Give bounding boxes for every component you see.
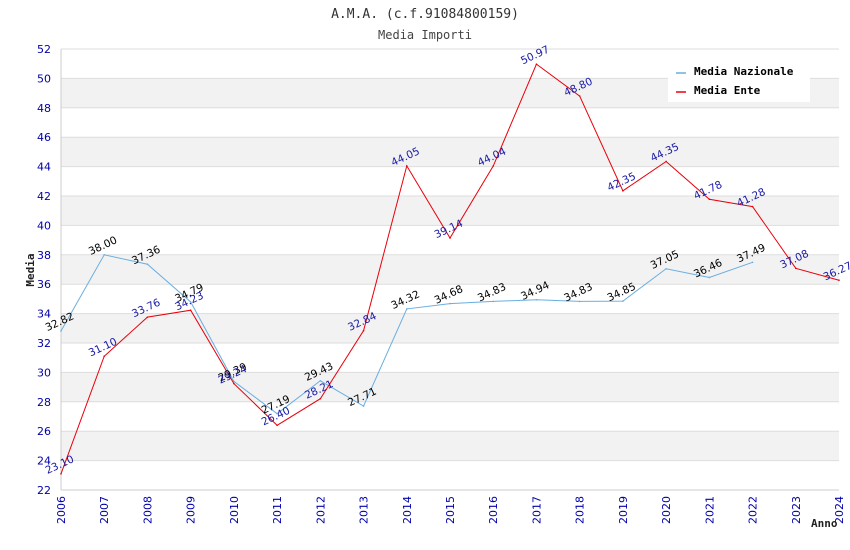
- grid-band: [61, 137, 839, 167]
- legend-label-media-nazionale: Media Nazionale: [694, 65, 794, 78]
- data-point-media-nazionale: [233, 380, 235, 383]
- data-point-media-nazionale: [665, 267, 667, 270]
- data-point-media-ente: [708, 198, 711, 201]
- data-point-media-ente: [578, 95, 581, 97]
- grid-band: [61, 196, 839, 226]
- data-point-media-nazionale: [319, 379, 322, 382]
- data-label-media-ente: 42.35: [605, 170, 637, 194]
- y-tick-label: 38: [37, 249, 51, 262]
- x-tick-label: 2013: [358, 496, 371, 524]
- series-lines: [60, 63, 840, 475]
- x-tick-label: 2018: [574, 496, 587, 524]
- y-tick-label: 36: [37, 278, 51, 291]
- data-point-media-ente: [535, 63, 538, 65]
- x-tick-label: 2012: [314, 496, 327, 524]
- data-point-media-ente: [103, 355, 106, 358]
- data-point-media-ente: [838, 279, 840, 282]
- x-tick-label: 2020: [660, 496, 673, 524]
- data-point-media-nazionale: [362, 405, 365, 407]
- x-tick-label: 2011: [271, 496, 284, 524]
- y-tick-label: 24: [37, 455, 51, 468]
- x-tick-label: 2021: [703, 496, 716, 524]
- data-point-media-ente: [751, 205, 754, 208]
- data-point-media-ente: [405, 165, 408, 167]
- data-point-media-ente: [276, 424, 278, 427]
- data-point-media-nazionale: [751, 261, 754, 264]
- x-tick-label: 2010: [228, 496, 241, 524]
- y-axis-ticks: 22 24 26 28 30 32 34 36 38 40 42 44 46 48 50 52: [37, 43, 51, 497]
- grid-band: [61, 254, 839, 285]
- data-point-media-nazionale: [405, 308, 408, 310]
- x-axis-label: Anno: [811, 517, 838, 530]
- y-tick-label: 28: [37, 396, 51, 409]
- data-point-media-ente: [233, 382, 235, 385]
- legend: Media Nazionale Media Ente: [668, 62, 810, 102]
- data-point-media-nazionale: [146, 263, 149, 266]
- y-tick-label: 22: [37, 484, 51, 497]
- grid-band: [61, 372, 839, 402]
- x-tick-label: 2006: [55, 496, 68, 524]
- y-tick-label: 44: [37, 161, 51, 174]
- x-tick-label: 2008: [141, 496, 154, 524]
- y-tick-label: 34: [37, 308, 51, 321]
- x-tick-label: 2024: [833, 496, 846, 524]
- y-tick-label: 30: [37, 366, 51, 379]
- data-point-media-ente: [622, 190, 624, 192]
- y-tick-label: 40: [37, 219, 51, 232]
- x-tick-label: 2014: [401, 496, 414, 524]
- y-tick-label: 26: [37, 425, 51, 438]
- data-point-media-ente: [794, 267, 797, 270]
- legend-label-media-ente: Media Ente: [694, 84, 761, 97]
- data-point-media-ente: [362, 329, 365, 332]
- data-point-media-nazionale: [708, 276, 711, 279]
- y-tick-label: 50: [37, 72, 51, 85]
- data-point-media-nazionale: [535, 298, 538, 301]
- y-tick-label: 52: [37, 43, 51, 56]
- chart-subtitle: Media Importi: [378, 28, 472, 42]
- x-tick-label: 2007: [98, 496, 111, 524]
- data-point-media-nazionale: [60, 330, 62, 332]
- chart-title: A.M.A. (c.f.91084800159): [331, 7, 519, 22]
- y-tick-label: 48: [37, 102, 51, 115]
- x-tick-label: 2023: [790, 496, 803, 524]
- y-tick-label: 42: [37, 190, 51, 203]
- data-point-media-nazionale: [276, 412, 278, 415]
- x-tick-label: 2015: [444, 496, 457, 524]
- data-point-media-ente: [665, 160, 667, 163]
- data-point-media-nazionale: [492, 300, 495, 303]
- grid-bands: [60, 48, 839, 491]
- x-axis-ticks: 2006 2007 2008 2009 2010 2011 2012 2013 2014 2015…: [55, 496, 846, 524]
- x-tick-label: 2009: [185, 496, 198, 524]
- legend-box: [668, 62, 810, 102]
- data-point-media-ente: [492, 165, 495, 167]
- data-point-media-nazionale: [449, 302, 451, 305]
- y-axis-label: Media: [24, 253, 37, 286]
- data-point-media-ente: [319, 397, 322, 400]
- data-label-media-ente: 50.97: [519, 44, 551, 68]
- data-label-media-nazionale: 34.32: [389, 288, 421, 312]
- x-tick-label: 2019: [617, 496, 630, 524]
- grid-band: [61, 431, 839, 461]
- data-point-media-ente: [449, 237, 451, 239]
- grid-band: [61, 313, 839, 343]
- x-tick-label: 2022: [747, 496, 760, 524]
- data-point-media-nazionale: [103, 254, 106, 256]
- data-point-media-nazionale: [189, 301, 192, 303]
- data-point-media-ente: [146, 316, 149, 318]
- y-tick-label: 32: [37, 337, 51, 350]
- x-tick-label: 2016: [487, 496, 500, 524]
- data-point-media-nazionale: [622, 300, 624, 302]
- data-point-media-ente: [60, 473, 62, 475]
- y-tick-label: 46: [37, 131, 51, 144]
- x-tick-label: 2017: [530, 496, 543, 524]
- data-point-media-ente: [189, 309, 192, 312]
- data-point-media-nazionale: [578, 300, 581, 303]
